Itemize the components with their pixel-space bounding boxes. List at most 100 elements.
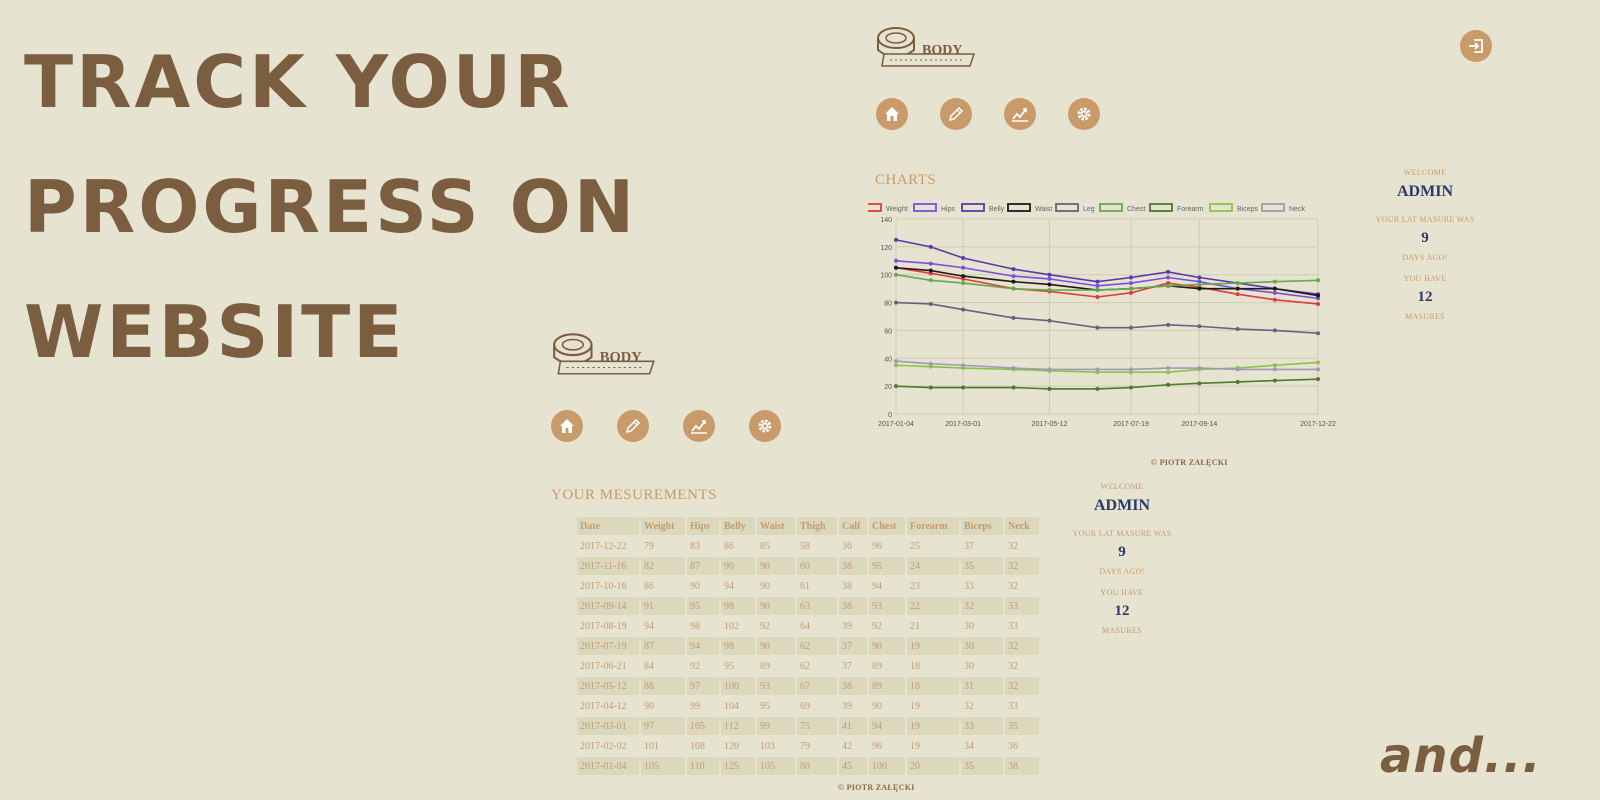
edit-button[interactable] xyxy=(617,410,649,442)
legend-label: Biceps xyxy=(1237,206,1259,213)
table-cell: 91 xyxy=(641,597,685,615)
legend-item-chest[interactable]: Chest xyxy=(1099,203,1145,213)
data-point-weight xyxy=(1316,301,1320,306)
hero-line-1: TRACK YOUR xyxy=(24,40,573,124)
charts-user-info: WELCOME ADMIN YOUR LAT MASURE WAS 9 DAYS… xyxy=(1365,168,1485,321)
data-point-waist xyxy=(1235,286,1240,291)
pencil-icon xyxy=(625,418,641,434)
data-point-waist xyxy=(1272,286,1277,291)
table-cell: 101 xyxy=(644,740,659,752)
data-point-neck xyxy=(1047,367,1052,372)
table-cell: 105 xyxy=(641,757,685,775)
legend-swatch-waist xyxy=(1007,203,1031,212)
table-cell: 36 xyxy=(842,540,852,552)
data-point-neck xyxy=(1128,367,1133,372)
table-cell: 38 xyxy=(1005,757,1039,775)
data-point-weight xyxy=(928,271,933,276)
table-cell: 31 xyxy=(961,677,1003,695)
data-point-neck xyxy=(1095,367,1100,372)
data-point-forearm xyxy=(1316,377,1320,382)
column-header-weight: Weight xyxy=(641,517,685,535)
measure-count: 12 xyxy=(1114,603,1130,619)
table-cell: 103 xyxy=(760,740,775,752)
data-point-neck xyxy=(961,363,966,368)
chart-legend: Weight Hips Belly Waist Leg Chest Forearm Bicep… xyxy=(868,203,1305,213)
y-tick-label: 20 xyxy=(884,384,892,391)
data-point-forearm xyxy=(1011,385,1016,390)
column-header-hips: Hips xyxy=(687,517,719,535)
legend-item-forearm[interactable]: Forearm xyxy=(1149,203,1204,213)
y-tick-label: 120 xyxy=(880,245,892,252)
table-cell: 38 xyxy=(839,557,867,575)
legend-item-hips[interactable]: Hips xyxy=(913,203,956,213)
table-cell: 21 xyxy=(910,620,920,632)
data-point-hips xyxy=(1197,279,1202,284)
data-point-belly xyxy=(1047,272,1052,277)
data-point-biceps xyxy=(1316,360,1320,365)
table-cell: 2017-12-22 xyxy=(580,540,627,552)
data-point-hips xyxy=(894,258,898,263)
legend-item-belly[interactable]: Belly xyxy=(961,203,1005,213)
you-have-label: YOU HAVE xyxy=(1403,274,1447,283)
data-point-forearm xyxy=(1128,385,1133,390)
legend-item-biceps[interactable]: Biceps xyxy=(1209,203,1259,213)
measurements-line-chart: Weight Hips Belly Waist Leg Chest Forearm Bicep… xyxy=(868,203,1336,428)
data-point-hips xyxy=(961,265,966,270)
data-point-waist xyxy=(894,265,898,270)
settings-button[interactable] xyxy=(1068,98,1100,130)
table-cell: 30 xyxy=(961,637,1003,655)
table-cell: 2017-03-01 xyxy=(577,717,639,735)
table-cell: 33 xyxy=(964,580,974,592)
data-point-leg xyxy=(894,300,898,305)
data-point-chest xyxy=(1047,288,1052,293)
legend-item-waist[interactable]: Waist xyxy=(1007,203,1052,213)
table-cell: 79 xyxy=(644,540,654,552)
data-point-leg xyxy=(1128,325,1133,330)
table-cell: 92 xyxy=(690,660,700,672)
charts-button[interactable] xyxy=(683,410,715,442)
legend-item-weight[interactable]: Weight xyxy=(868,203,908,213)
logo[interactable]: BODY xyxy=(874,24,980,68)
table-cell: 32 xyxy=(1005,637,1039,655)
legend-item-neck[interactable]: Neck xyxy=(1261,203,1305,213)
table-cell: 2017-09-14 xyxy=(577,597,639,615)
table-cell: 94 xyxy=(872,580,882,592)
data-point-waist xyxy=(1047,282,1052,287)
data-point-chest xyxy=(961,281,966,286)
chart-y-ticks: 0 20 40 60 80 100 120 140 xyxy=(880,217,892,419)
data-point-belly xyxy=(1095,279,1100,284)
chart-icon xyxy=(691,420,707,434)
table-cell: 90 xyxy=(760,580,770,592)
username: ADMIN xyxy=(1094,497,1150,514)
home-icon xyxy=(560,419,574,433)
home-button[interactable] xyxy=(551,410,583,442)
days-ago-label: DAYS AGO! xyxy=(1099,567,1145,576)
measures-label: MASURES xyxy=(1102,626,1142,635)
legend-item-leg[interactable]: Leg xyxy=(1055,203,1095,213)
table-cell: 80 xyxy=(797,757,837,775)
table-cell: 37 xyxy=(839,637,867,655)
charts-button[interactable] xyxy=(1004,98,1036,130)
data-point-belly xyxy=(1011,267,1016,272)
x-tick-label: 2017-09-14 xyxy=(1181,421,1217,428)
settings-button[interactable] xyxy=(749,410,781,442)
data-point-forearm xyxy=(894,384,898,389)
table-row: 2017-06-21 84 92 95 89 62 37 89 18 30 32 xyxy=(577,657,1039,675)
legend-swatch-biceps xyxy=(1209,203,1233,212)
table-cell: 36 xyxy=(1008,740,1018,752)
data-point-leg xyxy=(1235,327,1240,332)
y-tick-label: 0 xyxy=(888,412,892,419)
home-button[interactable] xyxy=(876,98,908,130)
logout-button[interactable] xyxy=(1460,30,1492,62)
days-ago-label: DAYS AGO! xyxy=(1402,253,1448,262)
table-cell: 32 xyxy=(1008,580,1018,592)
table-cell: 37 xyxy=(842,660,852,672)
table-cell: 86 xyxy=(644,580,654,592)
edit-button[interactable] xyxy=(940,98,972,130)
table-cell: 100 xyxy=(721,677,755,695)
table-cell: 84 xyxy=(644,660,654,672)
legend-label: Belly xyxy=(989,206,1005,213)
table-user-info: WELCOME ADMIN YOUR LAT MASURE WAS 9 DAYS… xyxy=(1062,482,1182,635)
table-cell: 30 xyxy=(964,620,974,632)
logo-secondary[interactable]: BODY xyxy=(550,330,660,376)
